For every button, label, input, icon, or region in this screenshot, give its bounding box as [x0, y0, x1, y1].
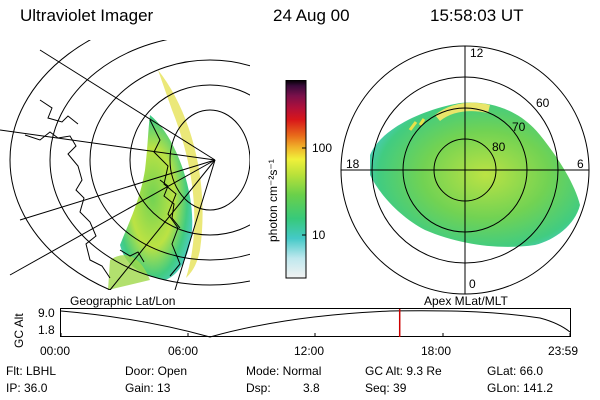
instrument-title: Ultraviolet Imager [20, 6, 154, 25]
colorbar-unit-label: photon cm⁻²s⁻¹ [266, 159, 280, 242]
mlat-70: 70 [512, 120, 526, 134]
info-gain: Gain: 13 [125, 381, 171, 395]
info-ip: IP: 36.0 [6, 381, 48, 395]
info-glat: GLat: 66.0 [487, 364, 544, 378]
timeline-xtick-1200: 12:00 [294, 344, 325, 358]
info-gc-alt: GC Alt: 9.3 Re [365, 364, 442, 378]
colorbar-tick-100: 100 [312, 141, 333, 155]
polar-plot [340, 45, 590, 295]
mlt-0: 0 [469, 277, 476, 291]
altitude-curve [60, 310, 571, 338]
info-filter: Flt: LBHL [6, 364, 57, 378]
info-mode: Mode: Normal [246, 364, 322, 378]
date-label: 24 Aug 00 [273, 6, 350, 25]
info-dsp-label: Dsp: [246, 381, 271, 395]
mlt-6: 6 [577, 157, 584, 171]
right-panel-label: Apex MLat/MLT [424, 294, 508, 308]
timeline-ytick-1.8: 1.8 [38, 323, 55, 337]
timeline-ytick-9: 9.0 [38, 306, 55, 320]
timeline-xtick-1800: 18:00 [421, 344, 452, 358]
colorbar-tick-10: 10 [312, 228, 326, 242]
timeline-xtick-0600: 06:00 [168, 344, 199, 358]
timeline-plot [60, 308, 571, 338]
timeline-xtick-2359: 23:59 [548, 344, 579, 358]
info-seq: Seq: 39 [365, 381, 407, 395]
time-label: 15:58:03 UT [430, 6, 524, 25]
mlat-60: 60 [536, 96, 550, 110]
left-panel-label: Geographic Lat/Lon [70, 294, 176, 308]
mlt-12: 12 [470, 46, 484, 60]
mlat-80: 80 [492, 140, 506, 154]
mlt-18: 18 [346, 157, 360, 171]
timeline-xtick-0000: 00:00 [40, 344, 71, 358]
geographic-map [0, 40, 250, 290]
info-glon: GLon: 141.2 [487, 381, 554, 395]
info-door: Door: Open [125, 364, 188, 378]
color-scale-bar [285, 80, 307, 279]
timeline-axis-label: GC Alt [12, 313, 26, 348]
info-dsp-value: 3.8 [303, 381, 320, 395]
aurora-emission-right [370, 102, 580, 247]
